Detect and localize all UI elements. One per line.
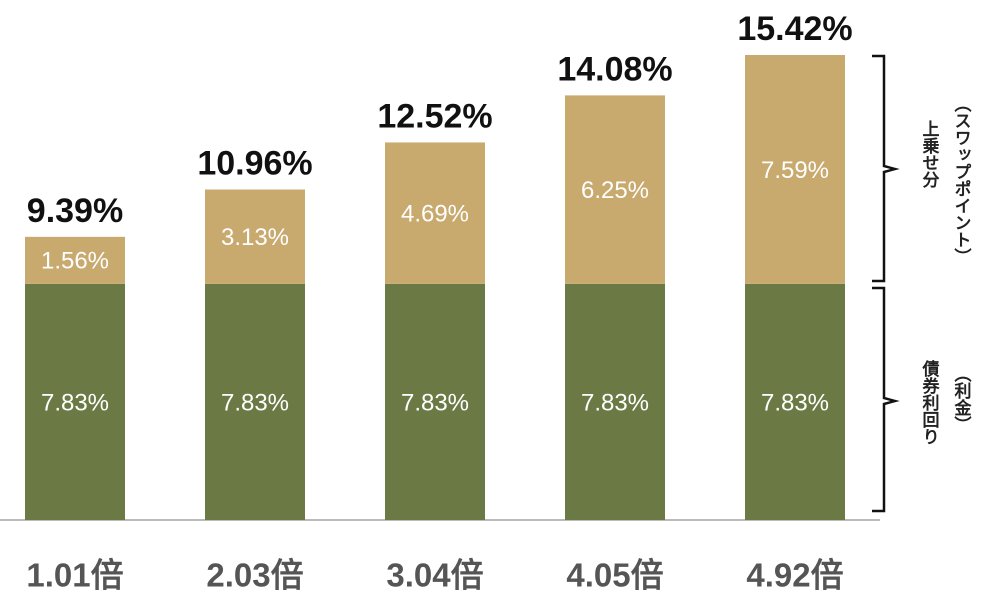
bar-segment: [385, 283, 485, 520]
bar-segment: [205, 189, 305, 284]
total-label: 9.39%: [27, 192, 123, 230]
value-label: 7.83%: [761, 389, 829, 416]
value-label: 7.59%: [761, 157, 829, 184]
x-tick-label: 1.01倍: [26, 557, 123, 594]
annotation: 上乗せ分: [920, 120, 941, 189]
total-label: 15.42%: [737, 10, 852, 48]
bar-segment: [385, 142, 485, 284]
total-label: 14.08%: [557, 50, 672, 88]
bar-segment: [205, 283, 305, 520]
bar-segment: [745, 283, 845, 520]
brace: [872, 286, 900, 513]
total-label: 10.96%: [197, 144, 312, 182]
annotation-sub: （利金）: [952, 365, 973, 433]
value-label: 7.83%: [581, 389, 649, 416]
value-label: 1.56%: [41, 248, 109, 275]
value-label: 7.83%: [41, 389, 109, 416]
bar-segment: [25, 283, 125, 520]
value-label: 7.83%: [221, 389, 289, 416]
x-tick-label: 4.05倍: [566, 557, 663, 594]
bar-segment: [565, 95, 665, 284]
value-label: 4.69%: [401, 201, 469, 228]
bar-segment: [745, 55, 845, 284]
bar-segment: [565, 283, 665, 520]
brace: [872, 54, 900, 283]
x-tick-label: 4.92倍: [746, 557, 843, 594]
value-label: 7.83%: [401, 389, 469, 416]
total-label: 12.52%: [377, 97, 492, 135]
x-tick-label: 2.03倍: [206, 557, 303, 594]
bar-segment: [25, 236, 125, 284]
value-label: 3.13%: [221, 224, 289, 251]
x-tick-label: 3.04倍: [386, 557, 483, 594]
value-label: 6.25%: [581, 177, 649, 204]
annotation: 債券利回り: [920, 359, 941, 445]
annotation-sub: （スワップポイント）: [952, 95, 972, 265]
